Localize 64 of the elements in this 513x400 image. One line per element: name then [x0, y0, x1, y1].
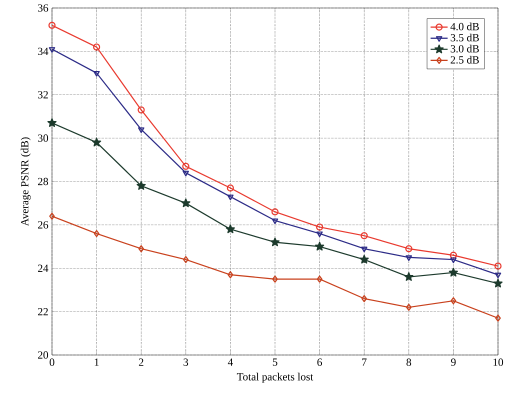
point [404, 272, 414, 281]
point [493, 278, 503, 288]
y-tick-label: 32 [38, 91, 48, 98]
x-tick-label: 6 [317, 358, 322, 366]
point [450, 252, 457, 259]
x-tick-label: 0 [50, 358, 54, 366]
point [94, 230, 100, 238]
point [315, 242, 324, 251]
point [405, 245, 412, 252]
legend-label: 2.5 dB [450, 56, 479, 64]
legend-label: 3.0 dB [450, 44, 479, 53]
x-tick-label: 3 [184, 358, 188, 366]
x-tick-label: 4 [228, 358, 233, 366]
x-tick-label: 2 [138, 358, 144, 366]
point [92, 138, 102, 146]
y-tick-label: 26 [38, 221, 48, 229]
point [136, 181, 146, 190]
x-axis-title: Total packets lost [236, 372, 314, 383]
point [47, 118, 57, 127]
point [448, 268, 458, 277]
point [93, 70, 100, 77]
point [361, 246, 368, 252]
legend-label: 3.5 dB [450, 34, 479, 42]
point [271, 208, 279, 216]
point [450, 257, 457, 264]
point [360, 254, 369, 264]
point [316, 231, 323, 238]
x-tick-label: 8 [406, 358, 412, 366]
y-tick-label: 36 [38, 4, 48, 12]
point [272, 276, 278, 283]
y-tick-label: 30 [38, 134, 48, 142]
x-tick-label: 7 [362, 358, 367, 366]
point [316, 223, 324, 231]
y-axis-title: Average PSNR (dB) [20, 137, 31, 226]
x-tick-label: 9 [451, 358, 456, 366]
point [406, 304, 412, 311]
point [138, 127, 144, 134]
point [182, 170, 189, 176]
point [226, 184, 234, 192]
point [406, 255, 412, 261]
point [93, 43, 100, 51]
point [182, 162, 190, 170]
legend-label: 4.0 dB [450, 22, 479, 30]
point [138, 245, 144, 252]
y-tick-label: 28 [38, 178, 48, 186]
y-tick-label: 20 [38, 351, 48, 359]
point [182, 256, 189, 264]
point [272, 218, 278, 224]
point [316, 276, 322, 283]
point [228, 271, 234, 278]
point [270, 237, 280, 246]
point [226, 224, 235, 234]
point [181, 198, 190, 208]
point [138, 106, 145, 114]
y-tick-label: 22 [38, 308, 48, 316]
point [450, 297, 456, 304]
point [360, 232, 368, 240]
point [227, 194, 234, 200]
point [361, 295, 368, 302]
x-tick-label: 1 [94, 358, 99, 366]
y-tick-label: 24 [38, 264, 48, 272]
y-tick-label: 34 [38, 48, 48, 56]
x-tick-label: 10 [493, 358, 504, 366]
x-tick-label: 5 [272, 358, 278, 366]
